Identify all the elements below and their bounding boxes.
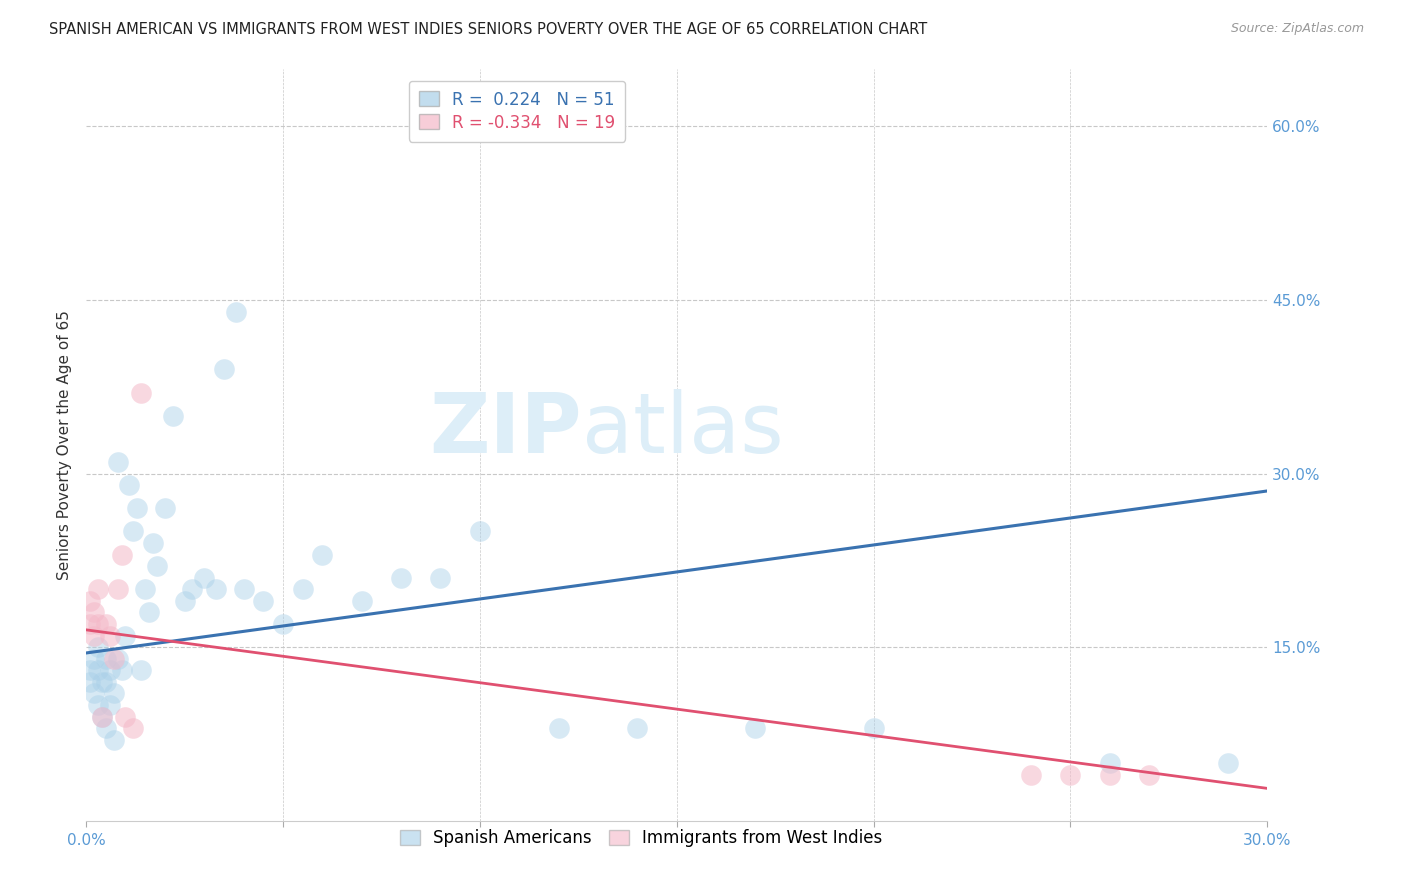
Point <box>193 571 215 585</box>
Point <box>225 304 247 318</box>
Point <box>90 709 112 723</box>
Point <box>173 594 195 608</box>
Point <box>83 629 105 643</box>
Point <box>1059 767 1081 781</box>
Point <box>468 524 491 539</box>
Point <box>138 606 160 620</box>
Point <box>107 582 129 597</box>
Point <box>271 617 294 632</box>
Point <box>103 732 125 747</box>
Point <box>79 594 101 608</box>
Point <box>83 652 105 666</box>
Point <box>181 582 204 597</box>
Point <box>1098 767 1121 781</box>
Point <box>205 582 228 597</box>
Text: Source: ZipAtlas.com: Source: ZipAtlas.com <box>1230 22 1364 36</box>
Point <box>98 698 121 712</box>
Point <box>134 582 156 597</box>
Point <box>350 594 373 608</box>
Point <box>110 664 132 678</box>
Point <box>1137 767 1160 781</box>
Y-axis label: Seniors Poverty Over the Age of 65: Seniors Poverty Over the Age of 65 <box>58 310 72 580</box>
Point <box>1098 756 1121 770</box>
Point <box>127 501 149 516</box>
Point <box>107 652 129 666</box>
Point <box>122 524 145 539</box>
Point <box>107 455 129 469</box>
Point <box>110 548 132 562</box>
Point <box>103 652 125 666</box>
Point <box>83 686 105 700</box>
Point <box>87 664 110 678</box>
Point <box>153 501 176 516</box>
Point <box>94 674 117 689</box>
Point <box>87 698 110 712</box>
Point <box>252 594 274 608</box>
Text: SPANISH AMERICAN VS IMMIGRANTS FROM WEST INDIES SENIORS POVERTY OVER THE AGE OF : SPANISH AMERICAN VS IMMIGRANTS FROM WEST… <box>49 22 928 37</box>
Point <box>232 582 254 597</box>
Legend: Spanish Americans, Immigrants from West Indies: Spanish Americans, Immigrants from West … <box>394 822 889 854</box>
Point <box>83 606 105 620</box>
Point <box>90 674 112 689</box>
Point <box>547 721 569 735</box>
Point <box>90 709 112 723</box>
Point <box>103 686 125 700</box>
Point <box>146 559 169 574</box>
Point <box>862 721 884 735</box>
Point <box>98 664 121 678</box>
Point <box>94 721 117 735</box>
Point <box>87 640 110 655</box>
Point <box>94 652 117 666</box>
Point <box>79 674 101 689</box>
Point <box>429 571 451 585</box>
Point <box>162 409 184 423</box>
Point <box>87 582 110 597</box>
Text: ZIP: ZIP <box>430 389 582 470</box>
Point <box>626 721 648 735</box>
Text: atlas: atlas <box>582 389 785 470</box>
Point <box>79 617 101 632</box>
Point <box>79 664 101 678</box>
Point <box>212 362 235 376</box>
Point <box>129 385 152 400</box>
Point <box>142 536 165 550</box>
Point <box>744 721 766 735</box>
Point <box>114 629 136 643</box>
Point <box>129 664 152 678</box>
Point <box>1216 756 1239 770</box>
Point <box>114 709 136 723</box>
Point <box>87 617 110 632</box>
Point <box>122 721 145 735</box>
Point <box>1019 767 1042 781</box>
Point <box>389 571 412 585</box>
Point <box>94 617 117 632</box>
Point <box>291 582 314 597</box>
Point <box>118 478 141 492</box>
Point <box>311 548 333 562</box>
Point <box>98 629 121 643</box>
